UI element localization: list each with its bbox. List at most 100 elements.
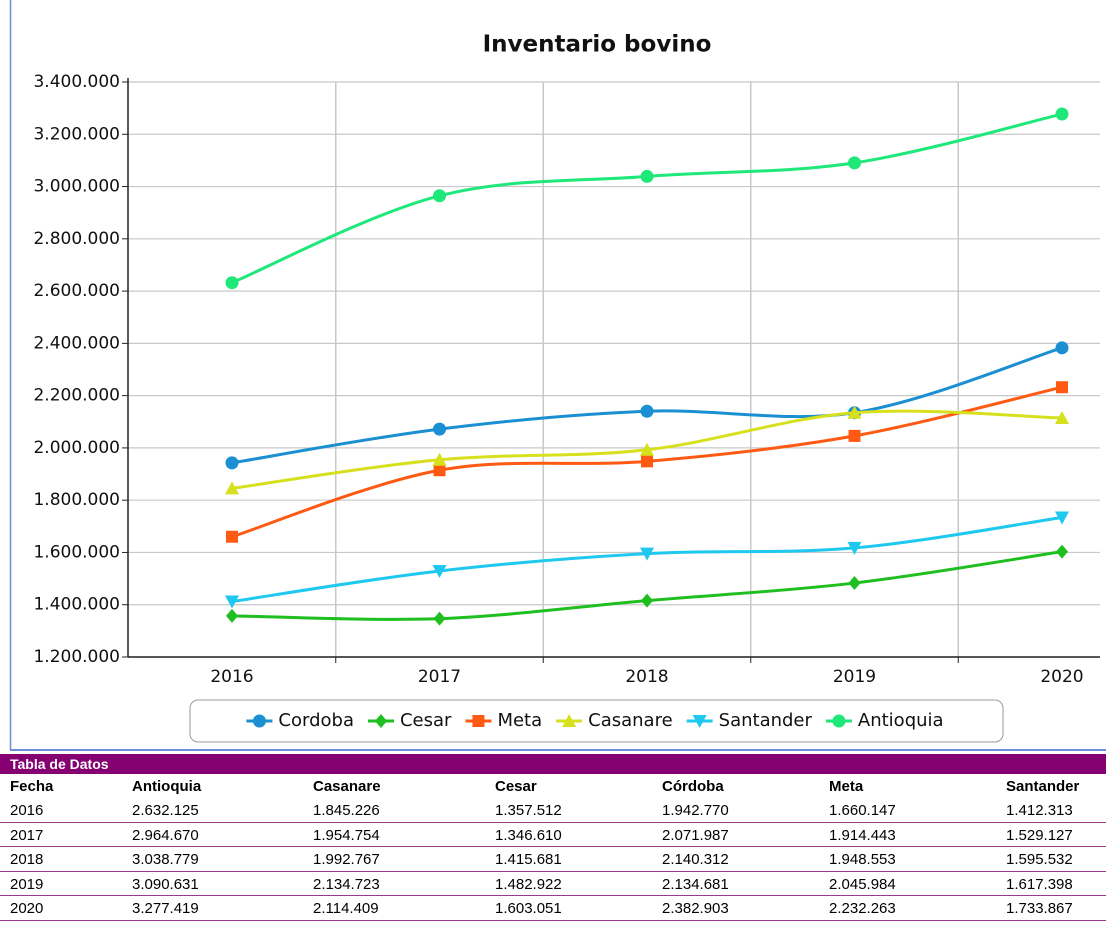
x-tick-label: 2016 <box>210 667 253 687</box>
table-cell: 3.038.779 <box>132 851 199 868</box>
table-cell: Meta <box>829 778 864 795</box>
point <box>1055 107 1069 121</box>
table-cell: 1.346.610 <box>495 826 562 844</box>
chart: Inventario bovino 1.200.000 1.400.000 1.60… <box>9 0 1106 751</box>
table-cell: 2.632.125 <box>132 802 199 819</box>
point <box>640 442 654 456</box>
point <box>225 456 239 470</box>
point <box>1055 411 1069 425</box>
table-cell: 1.617.398 <box>1006 875 1073 893</box>
legend-marker <box>692 715 707 728</box>
y-tick-label: 2.800.000 <box>33 229 120 249</box>
table-cell: 2.964.670 <box>132 826 199 844</box>
table-row: 2019 3.090.631 2.134.723 1.482.922 2.134.681… <box>0 872 1106 896</box>
y-tick-label: 2.600.000 <box>33 281 120 301</box>
legend-label: Santander <box>719 710 813 731</box>
y-tick-label: 1.200.000 <box>33 647 120 667</box>
table-cell: 1.482.922 <box>495 875 562 893</box>
y-tick-label: 2.000.000 <box>33 438 120 458</box>
y-tick-label: 2.200.000 <box>33 386 120 406</box>
table-cell: 1.954.754 <box>313 826 380 844</box>
table-cell: 3.090.631 <box>132 875 199 893</box>
table-cell: 1.733.867 <box>1006 900 1073 917</box>
point <box>848 429 861 442</box>
point <box>432 564 447 578</box>
legend-marker <box>252 714 266 728</box>
table-row: Fecha Antioquia Casanare Cesar Córdoba Meta Sa… <box>0 774 1106 798</box>
point <box>1056 544 1068 559</box>
point <box>432 452 447 466</box>
table-cell: 1.845.226 <box>313 802 380 819</box>
legend-label: Antioquia <box>858 710 944 731</box>
y-tick-label: 3.000.000 <box>33 177 120 197</box>
table-cell: Cesar <box>495 778 537 795</box>
table-cell: 1.992.767 <box>313 851 380 868</box>
legend-marker <box>374 714 387 728</box>
legend-label: Cesar <box>400 710 452 731</box>
legend-marker <box>562 714 577 727</box>
point <box>226 530 238 543</box>
point <box>640 169 654 183</box>
legend-marker <box>472 715 485 727</box>
point <box>226 608 238 623</box>
y-tick-label: 1.400.000 <box>33 595 120 615</box>
table-cell: 2.045.984 <box>829 875 896 893</box>
x-tick-label: 2019 <box>833 667 876 687</box>
table-cell: 1.948.553 <box>829 851 896 868</box>
point <box>1055 341 1069 355</box>
legend-label: Cordoba <box>278 710 354 731</box>
x-tick-label: 2017 <box>418 667 461 687</box>
table-cell: 2.382.903 <box>662 900 729 917</box>
table-cell: 2018 <box>10 851 44 868</box>
point <box>225 276 239 290</box>
point <box>433 422 446 436</box>
chart-title: Inventario bovino <box>483 32 712 58</box>
point <box>641 593 653 608</box>
point <box>433 611 446 626</box>
data-table: Tabla de Datos Fecha Antioquia Casanare Ces… <box>0 754 1106 921</box>
table-cell: Casanare <box>313 778 381 795</box>
y-tick-label: 1.600.000 <box>33 542 120 562</box>
table-cell: 1.595.532 <box>1006 851 1073 868</box>
point <box>640 404 654 418</box>
table-cell: 1.415.681 <box>495 851 562 868</box>
point <box>848 576 861 591</box>
table-cell: 3.277.419 <box>132 900 199 917</box>
point <box>433 189 446 203</box>
y-tick-label: 2.400.000 <box>33 333 120 353</box>
table-row: 2020 3.277.419 2.114.409 1.603.051 2.382.903… <box>0 896 1106 921</box>
table-cell: 2.071.987 <box>662 826 729 844</box>
point <box>640 547 654 561</box>
point <box>1055 511 1069 525</box>
table-cell: 1.914.443 <box>829 826 896 844</box>
table-cell: 2017 <box>10 826 44 844</box>
point <box>848 156 861 170</box>
point <box>847 405 862 419</box>
table-cell: 1.529.127 <box>1006 826 1073 844</box>
table-cell: 2.114.409 <box>313 900 379 917</box>
table-cell: 2.134.723 <box>313 875 380 893</box>
y-tick-label: 3.200.000 <box>33 124 120 144</box>
legend-marker <box>832 714 846 728</box>
table-cell: 2016 <box>10 802 44 819</box>
point <box>225 481 239 495</box>
table-cell: Antioquia <box>132 778 202 795</box>
table-cell: 1.660.147 <box>829 802 896 819</box>
table-cell: 2020 <box>10 900 44 917</box>
table-cell: 2.232.263 <box>829 900 896 917</box>
y-tick-label: 3.400.000 <box>33 72 120 92</box>
x-tick-label: 2018 <box>625 667 668 687</box>
point <box>433 464 446 477</box>
table-cell: 1.942.770 <box>662 802 729 819</box>
point <box>847 541 862 555</box>
y-tick-label: 1.800.000 <box>33 490 120 510</box>
table-row: 2017 2.964.670 1.954.754 1.346.610 2.071.987… <box>0 823 1106 847</box>
table-cell: 2.140.312 <box>662 851 729 868</box>
chart-panel <box>10 0 1106 750</box>
table-cell: 2.134.681 <box>662 875 729 893</box>
point <box>641 455 653 468</box>
table-cell: Fecha <box>10 778 54 795</box>
x-tick-label: 2020 <box>1040 667 1083 687</box>
table-cell: Córdoba <box>662 778 724 795</box>
table-row: 2016 2.632.125 1.845.226 1.357.512 1.942.770… <box>0 798 1106 823</box>
